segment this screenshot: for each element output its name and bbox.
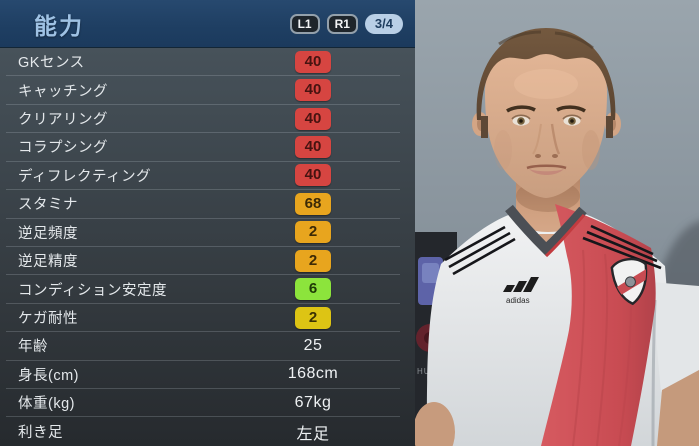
player-portrait-render: HUAWEI: [413, 0, 699, 446]
forehead-highlight: [514, 69, 578, 99]
mouth-line: [526, 164, 567, 170]
stat-row: 逆足精度 2: [6, 247, 400, 276]
stat-label: 年齢: [18, 339, 48, 356]
left-eye: [511, 114, 531, 126]
stat-row: GKセンス 40: [6, 48, 400, 77]
stat-value-column: 40: [268, 107, 358, 130]
stat-value-column: 40: [268, 135, 358, 158]
stat-value: 168cm: [287, 365, 339, 383]
stat-value-badge: 40: [295, 164, 331, 187]
stat-value-badge: 40: [295, 50, 331, 73]
right-eye: [562, 114, 582, 126]
stat-label: ケガ耐性: [18, 311, 78, 327]
stat-value: 左足: [296, 425, 330, 443]
stat-row: ケガ耐性 2: [6, 304, 400, 333]
stat-value-badge: 40: [295, 135, 331, 158]
underarm-shadow: [651, 299, 657, 446]
player-face: [485, 37, 607, 198]
collar: [505, 204, 587, 256]
collar-red-trim: [544, 214, 586, 258]
stat-row: コンディション安定度 6: [6, 275, 400, 304]
stat-value-badge: 2: [295, 249, 331, 272]
stat-value-badge: 68: [295, 192, 331, 215]
stat-row: スタミナ 68: [6, 190, 400, 219]
r1-button[interactable]: R1: [326, 13, 358, 34]
stat-value-column: 2: [268, 306, 358, 329]
stat-value: 25: [303, 336, 323, 354]
adidas-logo: [503, 277, 539, 292]
stat-value-column: 40: [268, 50, 358, 73]
stat-label: 体重(kg): [18, 396, 75, 413]
stat-row: 身長(cm) 168cm: [6, 361, 400, 390]
stat-label: コラプシング: [18, 140, 108, 157]
stat-label: 利き足: [18, 425, 63, 442]
page-title: 能力: [34, 12, 84, 39]
adidas-wordmark: adidas: [506, 296, 530, 305]
stat-value-badge: 2: [295, 221, 331, 244]
sideburn-right: [606, 116, 613, 138]
header-controls: L1 R1 3/4: [289, 13, 403, 34]
stat-row: クリアリング 40: [6, 105, 400, 134]
stat-value-column: 168cm: [268, 365, 358, 383]
cheek-shade-right: [582, 130, 600, 170]
stat-value-badge: 2: [295, 306, 331, 329]
player-hair: [476, 28, 616, 120]
stat-value-badge: 40: [295, 107, 331, 130]
stat-value-column: 68: [268, 192, 358, 215]
stat-value-badge: 6: [295, 278, 331, 301]
stat-row: キャッチング 40: [6, 76, 400, 105]
stat-row: 利き足 左足: [6, 417, 400, 445]
stat-row: 逆足頻度 2: [6, 219, 400, 247]
nose-bridge-right: [550, 123, 561, 155]
right-arm-skin: [657, 370, 699, 446]
stat-label: 身長(cm): [18, 367, 79, 384]
left-eyebrow: [506, 105, 536, 113]
stat-value-column: 2: [268, 249, 358, 272]
stat-row: 体重(kg) 67kg: [6, 389, 400, 418]
stats-list: GKセンス 40 キャッチング 40 クリアリング 40 コラプシング 40 ディフレクティング…: [0, 48, 415, 446]
stat-value-column: 40: [268, 164, 358, 187]
stat-label: クリアリング: [18, 112, 108, 129]
stat-value-column: 左足: [268, 420, 358, 444]
stat-label: キャッチング: [18, 83, 108, 100]
sideburn-left: [481, 116, 488, 138]
stat-value: 67kg: [294, 393, 332, 411]
page-indicator: 3/4: [364, 13, 403, 34]
stat-label: 逆足頻度: [18, 225, 78, 242]
left-nostril: [535, 154, 541, 158]
right-nostril: [552, 154, 558, 158]
stat-label: 逆足精度: [18, 254, 78, 271]
stat-value-column: 40: [268, 79, 358, 102]
stat-label: ディフレクティング: [18, 168, 152, 185]
league-patch-inner: [422, 263, 439, 283]
sash-rib-1: [572, 249, 586, 446]
lower-lip: [529, 169, 564, 175]
stat-value-badge: 40: [295, 79, 331, 102]
stat-value-column: 67kg: [268, 394, 358, 412]
shoulder-stripes-right: [582, 224, 662, 270]
left-arm-skin: [413, 402, 455, 446]
stat-row: 年齢 25: [6, 332, 400, 361]
hair-texture: [498, 30, 594, 50]
right-eyebrow: [556, 105, 586, 113]
stat-value-column: 2: [268, 221, 358, 244]
stats-panel: GKセンス 40 キャッチング 40 クリアリング 40 コラプシング 40 ディフレクティング…: [0, 48, 415, 446]
stat-label: GKセンス: [18, 55, 85, 72]
shoulder-stripes-left: [444, 225, 516, 276]
stat-value-column: 25: [268, 337, 358, 355]
stat-label: コンディション安定度: [18, 282, 167, 299]
cheek-shade-left: [494, 130, 512, 170]
stat-value-column: 6: [268, 278, 358, 301]
header-bar: 能力 L1 R1 3/4: [0, 0, 415, 48]
l1-button[interactable]: L1: [289, 13, 320, 34]
club-crest: [610, 257, 650, 306]
nose-bridge-left: [532, 123, 542, 155]
right-sleeve: [651, 282, 699, 392]
stat-row: ディフレクティング 40: [6, 162, 400, 191]
stat-row: コラプシング 40: [6, 133, 400, 162]
stat-label: スタミナ: [18, 197, 78, 214]
sash-rib-2: [596, 253, 609, 446]
player-portrait: HUAWEI: [413, 0, 699, 446]
